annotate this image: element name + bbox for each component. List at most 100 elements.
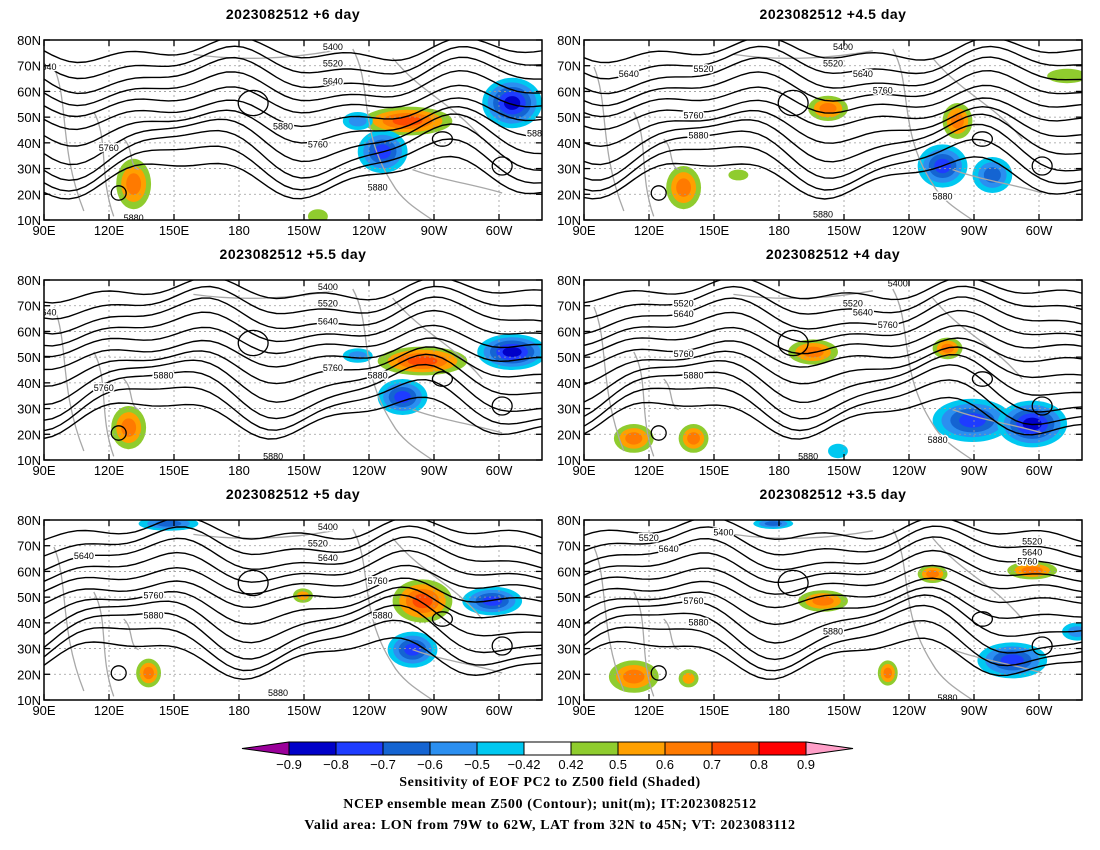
negative-sensitivity-shading <box>348 115 367 127</box>
map-frame <box>43 279 543 461</box>
z500-contour <box>584 353 1082 404</box>
contour-label: 5880 <box>933 192 953 202</box>
lon-label: 60W <box>486 223 513 238</box>
contour-label: 5880 <box>124 213 144 223</box>
z500-contour <box>584 364 1082 420</box>
contour-label: 5760 <box>1017 556 1037 566</box>
lon-label: 90E <box>32 463 55 478</box>
panel-title: 2023082512 +5 day <box>225 486 361 502</box>
coastline <box>733 530 873 539</box>
colorbar-label: −0.9 <box>276 757 302 772</box>
coastline <box>53 546 85 692</box>
panel-title: 2023082512 +3.5 day <box>759 486 907 502</box>
closed-contour <box>237 569 269 597</box>
contour-label: 5520 <box>323 58 343 68</box>
z500-contour <box>44 84 542 118</box>
z500-contour <box>584 309 1082 347</box>
lon-label: 90E <box>572 223 595 238</box>
positive-sensitivity-shading <box>926 570 940 578</box>
contour-label: 5880 <box>689 130 709 140</box>
coastline <box>892 288 973 460</box>
closed-contour <box>777 329 809 357</box>
z500-contour <box>584 594 1082 644</box>
negative-sensitivity-shading <box>502 347 522 357</box>
lon-label: 180 <box>228 463 250 478</box>
z500-contour <box>44 520 542 541</box>
map-panel-plot: 5400552056405520564057605760588058805880… <box>557 33 1083 238</box>
closed-contour <box>110 425 127 441</box>
z500-contour <box>44 604 542 660</box>
colorbar-cell <box>711 741 760 756</box>
closed-contour <box>431 611 454 627</box>
z500-contour <box>44 45 542 80</box>
contour-label: 5400 <box>713 528 733 538</box>
colorbar-label: −0.8 <box>323 757 349 772</box>
lat-label: 40N <box>17 616 41 631</box>
contour-label: 5760 <box>368 576 388 586</box>
lat-label: 60N <box>17 84 41 99</box>
z500-contour <box>584 45 1082 80</box>
z500-contour <box>44 69 542 107</box>
lon-label: 150E <box>699 223 730 238</box>
lon-label: 90W <box>961 703 988 718</box>
contour-label: 5760 <box>323 363 343 373</box>
lon-label: 120W <box>892 703 927 718</box>
coastline <box>932 537 1023 620</box>
lon-label: 120E <box>634 223 665 238</box>
colorbar-cell <box>288 741 337 756</box>
positive-sensitivity-shading <box>682 673 695 684</box>
coastline <box>593 546 625 692</box>
coastline <box>352 48 433 220</box>
coastline <box>123 618 139 651</box>
positive-sensitivity-shading <box>687 432 700 445</box>
closed-contour <box>650 425 667 441</box>
coastline <box>932 297 1023 380</box>
coastline <box>952 168 1043 194</box>
coastline <box>392 57 483 140</box>
closed-contour <box>237 89 269 117</box>
coastline <box>93 591 115 697</box>
lon-label: 150E <box>159 463 190 478</box>
lat-label: 60N <box>557 324 581 339</box>
lat-label: 50N <box>557 110 581 125</box>
lon-label: 150W <box>287 463 322 478</box>
contour-label: 5520 <box>318 298 338 308</box>
z500-contour <box>584 123 1082 181</box>
colorbar-cell <box>570 741 619 756</box>
colorbar-label: −0.42 <box>508 757 541 772</box>
z500-contour <box>584 40 1082 64</box>
closed-contour <box>1031 156 1053 176</box>
lon-label: 120W <box>892 223 927 238</box>
map-background <box>44 520 542 700</box>
positive-sensitivity-shading <box>407 356 438 366</box>
colorbar: −0.9 −0.8 −0.7 −0.6 −0.5 −0.42 0.42 0.5 0.6 0.7 0.… <box>241 741 854 772</box>
lat-label: 10N <box>557 213 581 228</box>
positive-sensitivity-shading <box>625 432 643 445</box>
lat-label: 70N <box>17 299 41 314</box>
z500-contour <box>584 285 1082 320</box>
contour-label: 5520 <box>823 58 843 68</box>
z500-contour <box>584 586 1082 626</box>
colorbar-label: 0.42 <box>558 757 583 772</box>
closed-contour <box>971 371 994 387</box>
lat-label: 50N <box>17 110 41 125</box>
closed-contour <box>971 611 994 627</box>
lon-label: 120W <box>892 463 927 478</box>
map-panel-plot: 5400 5520 5640 5640 5760 5760 5880 5880 5880 80N 7… <box>17 513 543 718</box>
contour-label: 5640 <box>853 69 873 79</box>
lon-label: 90W <box>961 463 988 478</box>
z500-contour <box>44 337 542 371</box>
lon-label: 60W <box>1026 703 1053 718</box>
lon-label: 120W <box>352 463 387 478</box>
contour-label: 5760 <box>99 143 119 153</box>
z500-contour <box>584 69 1082 107</box>
negative-sensitivity-shading <box>828 443 848 459</box>
contour-label: 5760 <box>878 320 898 330</box>
colorbar-cell <box>241 741 290 756</box>
contour-label: 5640 <box>659 544 679 554</box>
closed-contour <box>650 665 667 681</box>
lat-label: 60N <box>17 564 41 579</box>
map-canvas: 5400552056405760588057605880588058806408… <box>17 33 1083 718</box>
closed-contour <box>237 329 269 357</box>
positive-sensitivity-shading <box>883 667 893 679</box>
